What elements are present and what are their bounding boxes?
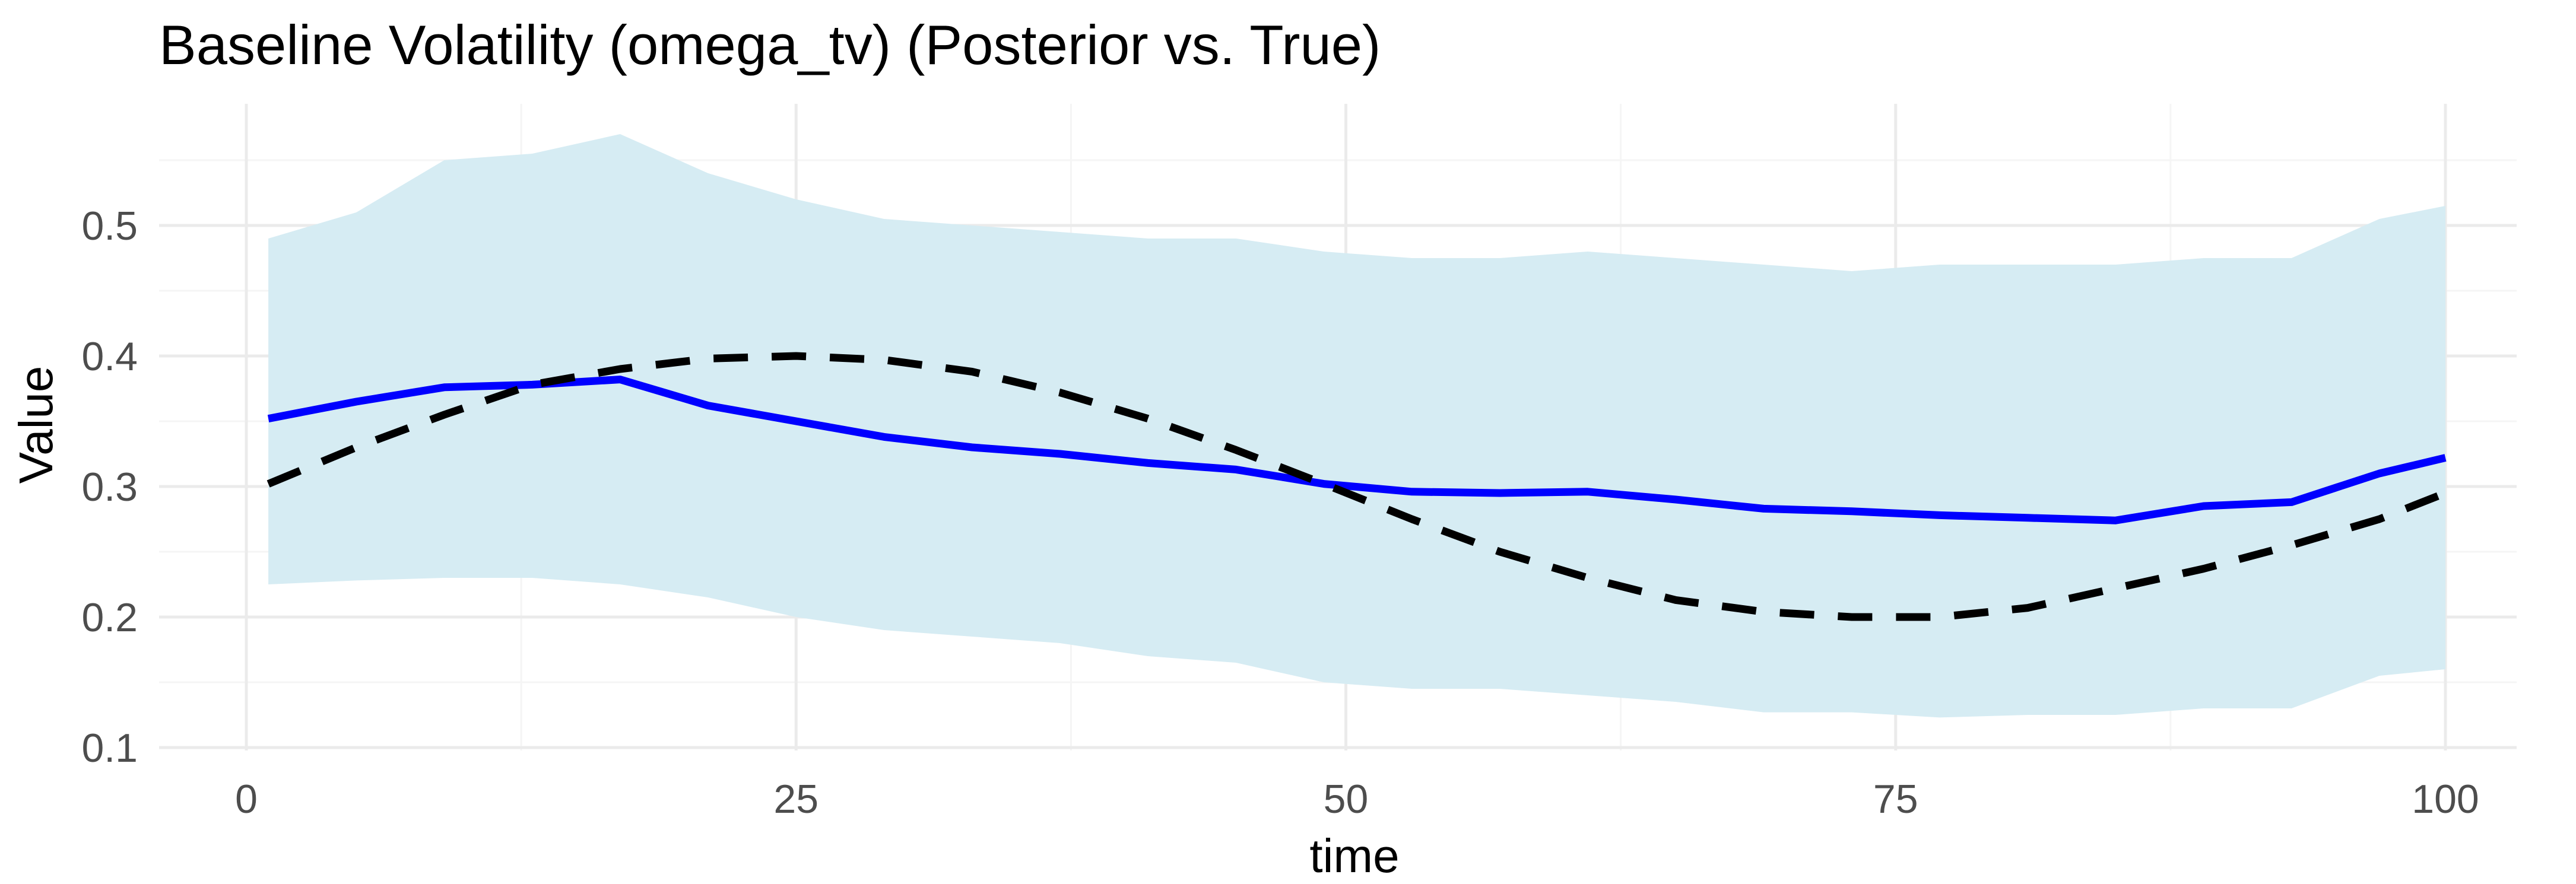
chart-title: Baseline Volatility (omega_tv) (Posterio…	[159, 14, 1381, 76]
y-tick-label: 0.2	[81, 595, 138, 640]
credible-band	[268, 134, 2445, 718]
x-tick-label: 0	[235, 777, 258, 822]
posterior-series-line	[267, 376, 2447, 524]
x-tick-label: 50	[1324, 777, 1369, 822]
x-axis-tick-labels: 0 25 50 75 100	[235, 777, 2479, 822]
y-axis-title: Value	[9, 366, 62, 484]
x-axis-title: time	[1309, 829, 1399, 882]
y-tick-label: 0.4	[81, 334, 138, 379]
series-lines-layer	[267, 352, 2447, 621]
x-tick-label: 25	[773, 777, 819, 822]
true-series-line	[267, 352, 2447, 621]
y-axis-tick-labels: 0.1 0.2 0.3 0.4 0.5	[81, 203, 138, 771]
plot-area	[159, 104, 2517, 751]
y-tick-label: 0.5	[81, 203, 138, 249]
x-tick-label: 75	[1873, 777, 1918, 822]
credible-band-layer	[268, 134, 2445, 718]
y-tick-label: 0.3	[81, 465, 138, 510]
y-tick-label: 0.1	[81, 726, 138, 771]
x-tick-label: 100	[2412, 777, 2479, 822]
